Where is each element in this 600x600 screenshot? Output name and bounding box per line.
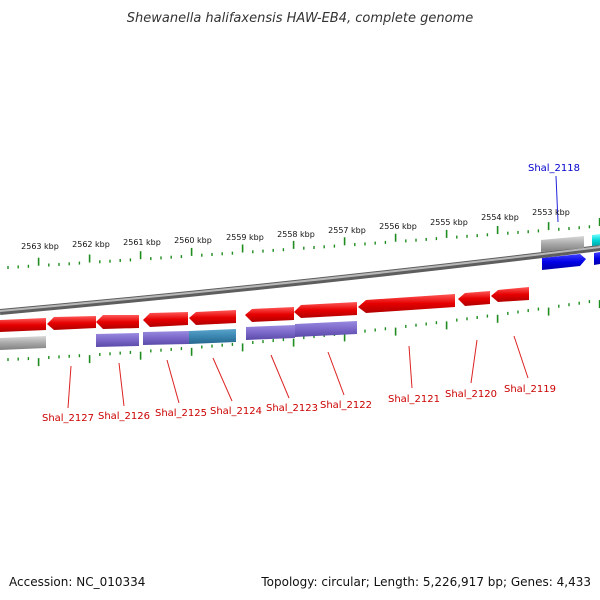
gene-shal-2124-arrow[interactable] [143, 312, 188, 327]
tick-label-2556: 2556 kbp [379, 222, 417, 231]
tick-label-2561: 2561 kbp [123, 238, 161, 247]
tick-label-2555: 2555 kbp [430, 218, 468, 227]
cyan-feature[interactable] [592, 234, 600, 246]
purple-feature-2126[interactable] [96, 333, 139, 347]
label-shal-2121[interactable]: Shal_2121 [388, 394, 440, 405]
kbp-tick-labels: 2563 kbp 2562 kbp 2561 kbp 2560 kbp 2559… [21, 208, 570, 251]
leader-shal-2124 [212, 357, 233, 402]
tick-label-2559: 2559 kbp [226, 233, 264, 242]
tick-label-2563: 2563 kbp [21, 242, 59, 251]
leader-shal-2125 [166, 359, 180, 404]
gray-feature-inner[interactable] [0, 336, 46, 350]
gene-shal-2121-arrow[interactable] [358, 294, 455, 313]
label-shal-2124[interactable]: Shal_2124 [210, 406, 262, 417]
tick-label-2557: 2557 kbp [328, 226, 366, 235]
leader-shal-2120 [470, 339, 478, 384]
gray-feature-forward[interactable] [541, 236, 584, 252]
gene-labels: Shal_2127 Shal_2126 Shal_2125 Shal_2124 … [42, 163, 580, 424]
tick-label-2560: 2560 kbp [174, 236, 212, 245]
purple-feature-2123[interactable] [246, 325, 295, 340]
label-shal-2119[interactable]: Shal_2119 [504, 384, 556, 395]
leader-shal-2118 [555, 175, 559, 223]
leader-shal-2119 [513, 335, 529, 379]
gene-shal-2118-arrow[interactable] [542, 254, 586, 270]
label-leader-lines [67, 335, 529, 409]
gene-shal-2119-arrow[interactable] [491, 287, 529, 302]
gene-forward-edge-arrow[interactable] [594, 252, 600, 265]
map-title: Shewanella halifaxensis HAW-EB4, complet… [127, 11, 473, 26]
gene-shal-2122-arrow[interactable] [294, 302, 357, 318]
leader-shal-2127 [67, 365, 72, 409]
purple-feature-2122[interactable] [295, 321, 357, 337]
gene-shal-2126-arrow[interactable] [47, 316, 96, 330]
leader-shal-2126 [118, 362, 125, 407]
leader-shal-2122 [327, 351, 345, 396]
inner-features [0, 321, 357, 350]
gene-shal-2123-arrow[interactable] [245, 307, 294, 322]
gene-shal-2125-arrow[interactable] [96, 315, 139, 329]
summary-text: Topology: circular; Length: 5,226,917 bp… [260, 575, 591, 589]
label-shal-2125[interactable]: Shal_2125 [155, 408, 207, 419]
label-shal-2126[interactable]: Shal_2126 [98, 411, 150, 422]
gene-shal-2127-arrow[interactable] [0, 318, 46, 332]
label-shal-2118[interactable]: Shal_2118 [528, 163, 580, 174]
gene-shal-2120-arrow[interactable] [458, 291, 490, 306]
label-shal-2122[interactable]: Shal_2122 [320, 400, 372, 411]
teal-feature-2124[interactable] [189, 329, 236, 344]
gene-shal-2124b-arrow[interactable] [189, 310, 236, 325]
forward-strand-features [541, 234, 600, 270]
tick-label-2558: 2558 kbp [277, 230, 315, 239]
tick-label-2554: 2554 kbp [481, 213, 519, 222]
label-shal-2120[interactable]: Shal_2120 [445, 389, 497, 400]
genome-backbone-highlight [0, 246, 600, 312]
purple-feature-2125[interactable] [143, 331, 189, 345]
label-shal-2127[interactable]: Shal_2127 [42, 413, 94, 424]
reverse-strand-cds [0, 287, 529, 332]
leader-shal-2121 [408, 345, 413, 389]
accession-text: Accession: NC_010334 [9, 575, 145, 589]
tick-label-2562: 2562 kbp [72, 240, 110, 249]
label-shal-2123[interactable]: Shal_2123 [266, 403, 318, 414]
leader-shal-2123 [270, 354, 290, 399]
tick-label-2553: 2553 kbp [532, 208, 570, 217]
